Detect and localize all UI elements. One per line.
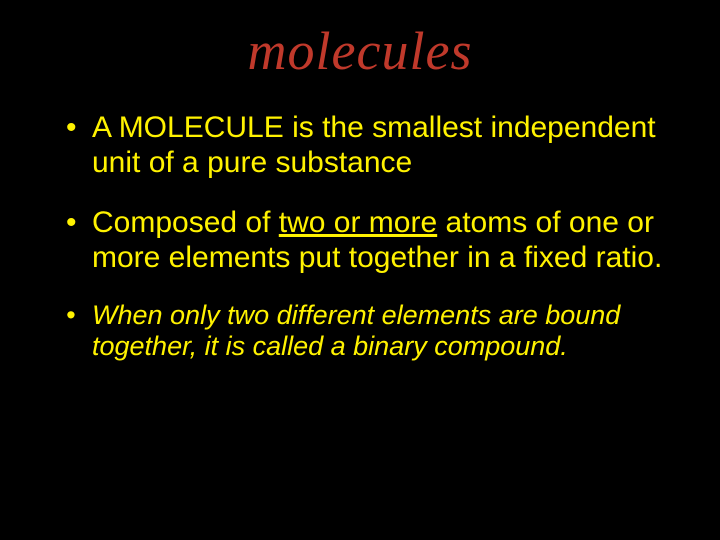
bullet-text-segment: Composed of [92, 206, 279, 239]
slide: molecules A MOLECULE is the smallest ind… [0, 0, 720, 540]
bullet-text-segment: two or more [279, 206, 437, 239]
slide-title: molecules [50, 20, 670, 82]
bullet-item: Composed of two or more atoms of one or … [60, 205, 670, 276]
bullet-text-segment: A MOLECULE is the smallest independent u… [92, 111, 656, 179]
bullet-item: A MOLECULE is the smallest independent u… [60, 110, 670, 181]
bullet-text-segment: When only two different elements are bou… [92, 300, 620, 362]
bullet-item: When only two different elements are bou… [60, 300, 670, 364]
bullet-list: A MOLECULE is the smallest independent u… [50, 110, 670, 363]
